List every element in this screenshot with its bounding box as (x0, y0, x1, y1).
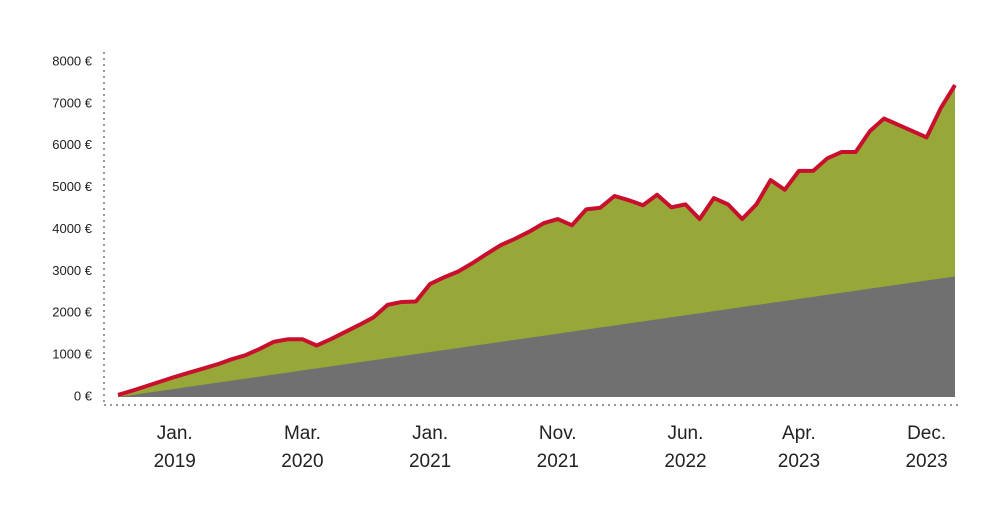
area (118, 276, 955, 397)
y-tick-label: 6000 € (52, 137, 93, 152)
x-tick-label: Mar. 2020 (281, 423, 324, 472)
y-tick-label: 0 € (74, 388, 93, 403)
x-tick-label: Jan. 2021 (408, 423, 452, 472)
x-tick-label: Nov. 2021 (536, 423, 579, 472)
line (117, 83, 957, 397)
x-tick-label: Dec. 2023 (905, 423, 948, 472)
y-tick-label: 4000 € (52, 221, 93, 236)
y-tick-label: 3000 € (52, 263, 93, 278)
y-tick-label: 8000 € (52, 53, 93, 68)
x-tick-label: Jun. 2022 (664, 423, 707, 472)
y-tick-label: 2000 € (52, 305, 93, 320)
y-tick-label: 5000 € (52, 179, 93, 194)
x-tick-label: Jan. 2019 (153, 423, 196, 472)
x-tick-label: Apr. 2023 (777, 423, 821, 472)
y-tick-label: 7000 € (52, 95, 93, 110)
y-tick-label: 1000 € (52, 347, 93, 362)
